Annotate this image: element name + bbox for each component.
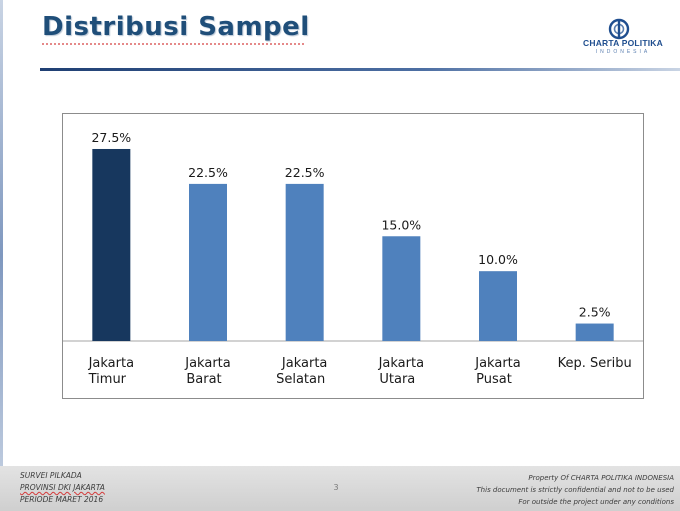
spellcheck-underline	[42, 43, 304, 45]
data-label: 22.5%	[285, 165, 325, 180]
bar	[189, 183, 227, 341]
footer-survey-line: SURVEI PILKADA	[20, 471, 82, 480]
data-label: 22.5%	[188, 165, 228, 180]
category-tick-label: Jakarta	[88, 356, 134, 371]
footer-period-line: PERIODE MARET 2016	[20, 495, 104, 504]
footer-confidential-line: This document is strictly confidential a…	[476, 486, 674, 494]
bar	[92, 148, 131, 341]
category-tick-label: Jakarta	[474, 356, 520, 371]
category-tick-label: Utara	[379, 372, 415, 387]
category-tick-label: Selatan	[276, 372, 325, 387]
footer: SURVEI PILKADA PROVINSI DKI JAKARTA PERI…	[0, 466, 680, 511]
category-tick-label: Kep. Seribu	[558, 356, 632, 371]
category-tick-label: Barat	[186, 372, 221, 387]
data-label: 10.0%	[478, 252, 518, 267]
page-number: 3	[333, 483, 339, 492]
footer-province-line: PROVINSI DKI JAKARTA	[20, 483, 105, 492]
bar-chart: 27.5%JakartaTimur22.5%JakartaBarat22.5%J…	[63, 130, 643, 387]
footer-confidentiality: Property Of CHARTA POLITIKA INDONESIA Th…	[476, 472, 674, 508]
slide-title: Distribusi Sampel	[42, 12, 310, 42]
chart-frame: 27.5% Jakarta Timur 22.5% Jakarta Barat 22.5% J…	[62, 113, 644, 399]
bar	[285, 183, 324, 341]
bar	[575, 323, 614, 341]
data-label: 2.5%	[579, 305, 611, 320]
category-tick-label: Jakarta	[281, 356, 327, 371]
logo-mark-icon	[608, 18, 630, 40]
data-label: 27.5%	[91, 130, 131, 145]
header-rule	[40, 68, 680, 71]
footer-usage-line: For outside the project under any condit…	[518, 498, 674, 506]
category-tick-label: Jakarta	[184, 356, 230, 371]
category-tick-label: Timur	[88, 372, 127, 387]
category-tick-label: Jakarta	[378, 356, 424, 371]
charta-politika-logo: CHARTA POLITIKA INDONESIA	[568, 16, 678, 66]
data-label: 15.0%	[381, 217, 421, 232]
bar	[479, 271, 517, 341]
logo-name: CHARTA POLITIKA	[583, 38, 663, 48]
footer-property-line: Property Of CHARTA POLITIKA INDONESIA	[528, 474, 674, 482]
footer-survey-info: SURVEI PILKADA PROVINSI DKI JAKARTA PERI…	[20, 470, 105, 506]
bar	[382, 236, 421, 341]
logo-subtitle: INDONESIA	[595, 49, 651, 55]
category-tick-label: Pusat	[476, 372, 512, 387]
left-accent-rule	[0, 0, 3, 511]
